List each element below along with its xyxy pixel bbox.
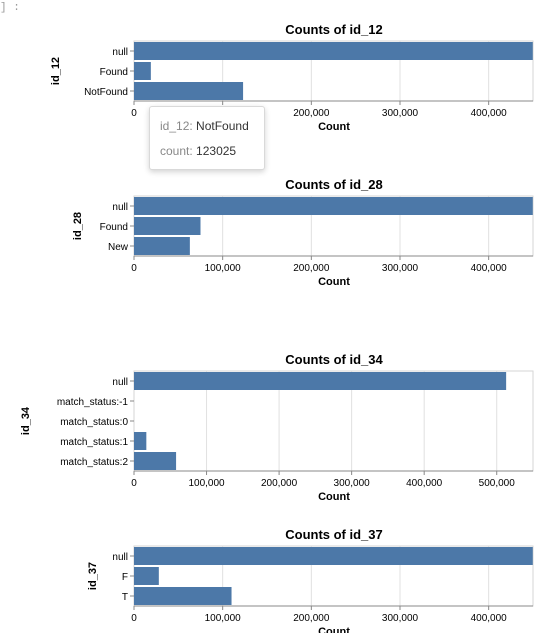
x-tick-label: 500,000 — [479, 478, 516, 489]
x-tick-label: 400,000 — [471, 108, 508, 119]
x-axis-label: Count — [318, 121, 350, 133]
x-tick-label: 200,000 — [293, 108, 330, 119]
y-tick-label: T — [122, 592, 128, 603]
bar — [134, 567, 159, 585]
y-axis-label: id_12 — [50, 57, 62, 85]
x-tick-label: 300,000 — [382, 108, 419, 119]
y-tick-label: Found — [100, 222, 128, 233]
chart-title: Counts of id_37 — [285, 527, 383, 542]
x-tick-label: 100,000 — [205, 613, 242, 624]
tooltip-key: id_12: — [160, 119, 193, 133]
x-tick-label: 200,000 — [293, 263, 330, 274]
y-tick-label: null — [112, 47, 128, 58]
x-tick-label: 400,000 — [406, 478, 443, 489]
bar — [134, 452, 177, 470]
bar — [134, 197, 533, 215]
y-tick-label: match_status:1 — [60, 437, 128, 448]
y-tick-label: match_status:2 — [60, 457, 128, 468]
y-tick-label: NotFound — [84, 87, 128, 98]
bar — [134, 547, 533, 565]
tooltip-row-count: count: 123025 — [160, 144, 236, 158]
bar — [134, 217, 201, 235]
tooltip-key: count: — [160, 144, 193, 158]
tooltip-value: 123025 — [196, 144, 237, 158]
y-tick-label: F — [122, 572, 128, 583]
bar — [134, 42, 533, 60]
x-tick-label: 100,000 — [205, 263, 242, 274]
chart-title: Counts of id_12 — [285, 22, 383, 37]
y-tick-label: null — [112, 552, 128, 563]
y-axis-label: id_34 — [20, 406, 32, 435]
bar — [134, 237, 190, 255]
y-tick-label: null — [112, 202, 128, 213]
x-tick-label: 300,000 — [334, 478, 371, 489]
bar — [134, 372, 507, 390]
tooltip-value: NotFound — [196, 119, 249, 133]
x-tick-label: 0 — [131, 108, 137, 119]
bar — [134, 432, 147, 450]
y-tick-label: match_status:0 — [60, 417, 128, 428]
chart-tooltip: id_12: NotFound count: 123025 — [149, 106, 265, 170]
x-axis-label: Count — [318, 491, 350, 503]
x-tick-label: 0 — [131, 263, 137, 274]
chart-title: Counts of id_34 — [285, 352, 383, 367]
x-tick-label: 200,000 — [261, 478, 298, 489]
x-tick-label: 200,000 — [293, 613, 330, 624]
x-tick-label: 400,000 — [471, 263, 508, 274]
y-axis-label: id_37 — [87, 562, 99, 590]
x-tick-label: 100,000 — [188, 478, 225, 489]
x-tick-label: 300,000 — [382, 613, 419, 624]
tooltip-row-category: id_12: NotFound — [160, 119, 249, 133]
x-axis-label: Count — [318, 626, 350, 633]
chart-title: Counts of id_28 — [285, 177, 383, 192]
y-tick-label: match_status:-1 — [57, 397, 129, 408]
cell-prompt: ] : — [0, 2, 20, 14]
bar — [134, 62, 151, 80]
x-tick-label: 300,000 — [382, 263, 419, 274]
bar — [134, 587, 232, 605]
y-tick-label: Found — [100, 67, 128, 78]
x-tick-label: 400,000 — [471, 613, 508, 624]
x-tick-label: 0 — [131, 613, 137, 624]
bar — [134, 82, 244, 100]
y-tick-label: null — [112, 377, 128, 388]
y-tick-label: New — [108, 242, 129, 253]
x-tick-label: 0 — [131, 478, 137, 489]
x-axis-label: Count — [318, 276, 350, 288]
y-axis-label: id_28 — [72, 212, 84, 240]
